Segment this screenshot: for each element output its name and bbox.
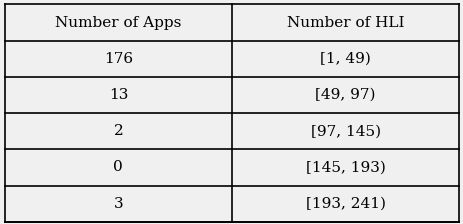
Text: [1, 49): [1, 49) [319, 52, 370, 66]
Text: [49, 97): [49, 97) [315, 88, 375, 102]
Text: Number of HLI: Number of HLI [286, 16, 404, 30]
Text: 176: 176 [104, 52, 132, 66]
Text: 13: 13 [108, 88, 128, 102]
Text: [193, 241): [193, 241) [305, 197, 385, 211]
Text: Number of Apps: Number of Apps [55, 16, 181, 30]
Text: [97, 145): [97, 145) [310, 124, 380, 138]
Text: 0: 0 [113, 160, 123, 174]
Text: 2: 2 [113, 124, 123, 138]
Text: 3: 3 [113, 197, 123, 211]
Text: [145, 193): [145, 193) [305, 160, 385, 174]
